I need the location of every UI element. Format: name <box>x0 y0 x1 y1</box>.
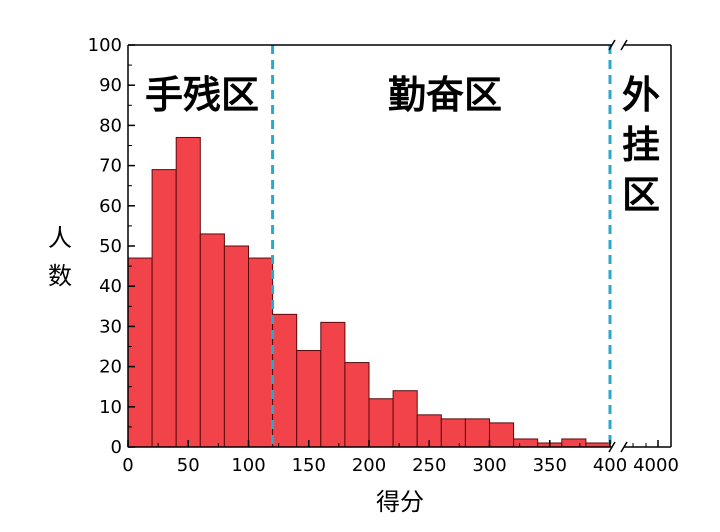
bars-group <box>127 136 611 448</box>
histogram-bar-7 <box>296 350 322 448</box>
histogram-bar-4 <box>223 245 249 448</box>
histogram-bar-1 <box>151 169 177 448</box>
axis-break-mark-0-a <box>608 441 616 453</box>
x-tick-label-150: 150 <box>292 455 326 476</box>
histogram-bar-5 <box>248 257 274 448</box>
y-axis-title-char-1: 人 <box>48 224 72 252</box>
histogram-bar-10 <box>368 398 394 448</box>
x-axis-title: 得分 <box>376 488 424 516</box>
histogram-bar-0 <box>127 257 153 448</box>
histogram-bar-3 <box>199 233 225 448</box>
y-tick-label-30: 30 <box>99 316 122 337</box>
x-tick-label-0: 0 <box>122 455 133 476</box>
x-tick-label-300: 300 <box>472 455 506 476</box>
region-label-mid: 勤奋区 <box>388 73 502 117</box>
region-label-high-char-3: 区 <box>622 173 660 217</box>
histogram-bar-2 <box>175 136 201 448</box>
histogram-bar-13 <box>440 418 466 448</box>
x-tick-label-50: 50 <box>177 455 200 476</box>
region-label-low: 手残区 <box>145 73 259 117</box>
y-tick-label-20: 20 <box>99 357 122 378</box>
histogram-bar-15 <box>489 422 515 448</box>
region-label-high-char-2: 挂 <box>622 123 660 167</box>
x-tick-label-400: 400 <box>593 455 627 476</box>
y-tick-label-100: 100 <box>88 35 122 56</box>
threshold-lines <box>271 45 612 447</box>
region-label-high-char-1: 外 <box>622 73 660 117</box>
axis-break-mark-0-b <box>620 441 628 453</box>
y-tick-label-50: 50 <box>99 236 122 257</box>
x-tick-label-350: 350 <box>533 455 567 476</box>
histogram-bar-11 <box>392 390 418 448</box>
x-axis-ticks: 0 50 100 150 200 250 300 350 400 4000 <box>122 440 679 476</box>
x-tick-label-200: 200 <box>352 455 386 476</box>
x-tick-label-100: 100 <box>231 455 265 476</box>
y-tick-label-70: 70 <box>99 156 122 177</box>
histogram-bar-16 <box>513 438 539 448</box>
y-tick-label-90: 90 <box>99 75 122 96</box>
histogram-bar-9 <box>344 362 370 448</box>
y-axis-ticks: 0 10 20 30 40 50 60 70 80 90 100 <box>88 35 135 458</box>
plot-frame <box>127 39 672 453</box>
histogram-bar-6 <box>272 313 298 448</box>
histogram-bar-8 <box>320 321 346 448</box>
y-tick-label-60: 60 <box>99 196 122 217</box>
histogram-bar-18 <box>561 438 587 448</box>
x-tick-label-250: 250 <box>412 455 446 476</box>
y-axis-title-char-2: 数 <box>48 262 72 290</box>
histogram-bar-14 <box>464 418 490 448</box>
y-tick-label-10: 10 <box>99 397 122 418</box>
y-tick-label-80: 80 <box>99 115 122 136</box>
y-tick-label-0: 0 <box>111 437 122 458</box>
axis-break-mark-1-a <box>608 39 616 51</box>
axis-break-mark-1-b <box>620 39 628 51</box>
y-tick-label-40: 40 <box>99 276 122 297</box>
x-tick-label-after-break-0: 4000 <box>633 455 679 476</box>
